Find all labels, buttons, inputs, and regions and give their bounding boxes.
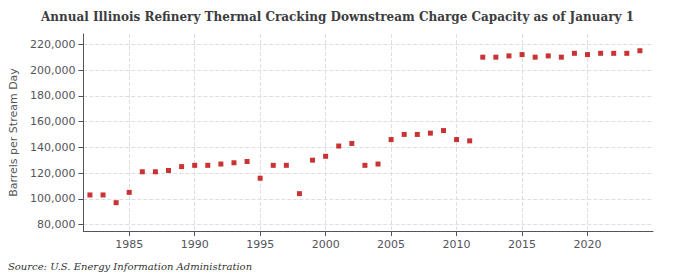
svg-text:100,000: 100,000 <box>30 192 76 205</box>
svg-text:Barrels per Stream Day: Barrels per Stream Day <box>7 68 20 197</box>
svg-text:2005: 2005 <box>377 238 405 251</box>
svg-text:160,000: 160,000 <box>30 115 76 128</box>
svg-text:80,000: 80,000 <box>37 218 76 231</box>
svg-text:180,000: 180,000 <box>30 89 76 102</box>
svg-text:200,000: 200,000 <box>30 64 76 77</box>
svg-text:1990: 1990 <box>181 238 209 251</box>
svg-text:2010: 2010 <box>443 238 471 251</box>
svg-text:1985: 1985 <box>115 238 143 251</box>
svg-text:Annual Illinois Refinery Therm: Annual Illinois Refinery Thermal Crackin… <box>40 10 634 24</box>
svg-text:2020: 2020 <box>574 238 602 251</box>
svg-text:220,000: 220,000 <box>30 38 76 51</box>
svg-text:2015: 2015 <box>508 238 536 251</box>
svg-text:2000: 2000 <box>312 238 340 251</box>
svg-text:140,000: 140,000 <box>30 141 76 154</box>
svg-text:Source: U.S. Energy Informatio: Source: U.S. Energy Information Administ… <box>8 261 252 272</box>
svg-text:120,000: 120,000 <box>30 167 76 180</box>
svg-text:1995: 1995 <box>246 238 274 251</box>
